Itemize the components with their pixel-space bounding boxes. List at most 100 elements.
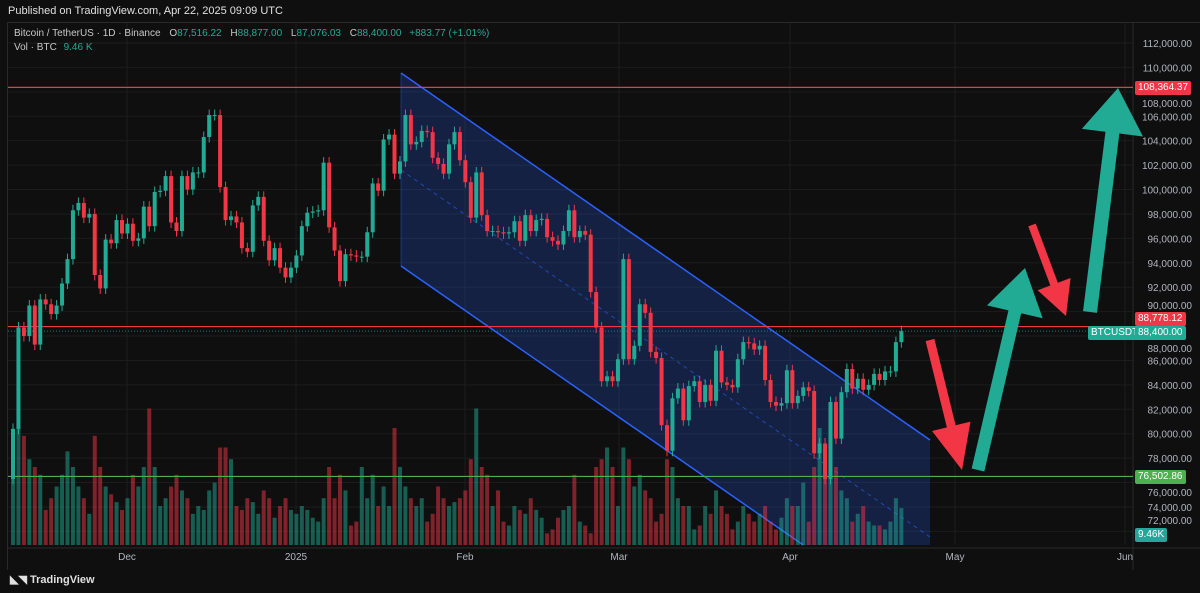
candle bbox=[833, 396, 838, 445]
y-tick-label: 84,000.00 bbox=[1148, 381, 1193, 392]
volume-bar bbox=[452, 502, 457, 545]
low-value: 87,076.03 bbox=[296, 28, 341, 39]
candle bbox=[517, 215, 522, 247]
candle-body bbox=[659, 358, 664, 426]
candle-body bbox=[621, 259, 626, 360]
candle bbox=[610, 370, 615, 387]
x-tick-label: Apr bbox=[782, 552, 798, 563]
volume-bar bbox=[76, 486, 81, 545]
volume-bar bbox=[212, 482, 217, 545]
candle bbox=[109, 234, 114, 249]
candle bbox=[196, 166, 201, 178]
candle bbox=[98, 269, 103, 294]
volume-bar bbox=[136, 486, 141, 545]
candle-body bbox=[190, 172, 195, 190]
candle-body bbox=[316, 210, 321, 212]
volume-bar bbox=[746, 513, 751, 545]
candle-body bbox=[496, 231, 501, 233]
x-tick-label: Dec bbox=[118, 552, 136, 563]
candle bbox=[790, 364, 795, 409]
candle-body bbox=[556, 240, 560, 245]
candle bbox=[583, 225, 588, 241]
volume-bar bbox=[724, 513, 729, 545]
volume-bar bbox=[338, 474, 342, 545]
candle bbox=[844, 363, 849, 398]
candle bbox=[485, 209, 490, 237]
volume-bar bbox=[278, 506, 283, 545]
volume-bar bbox=[381, 486, 386, 545]
candle bbox=[806, 381, 811, 397]
volume-bar bbox=[54, 486, 59, 545]
symbol-title[interactable]: Bitcoin / TetherUS · 1D · Binance bbox=[14, 28, 161, 39]
candle-body bbox=[179, 176, 184, 232]
volume-bar bbox=[305, 509, 310, 545]
candle bbox=[605, 370, 610, 387]
y-tick-label: 102,000.00 bbox=[1142, 161, 1192, 172]
volume-bar bbox=[850, 521, 855, 545]
candle-body bbox=[735, 359, 740, 388]
candle-body bbox=[594, 292, 599, 328]
volume-bar bbox=[256, 513, 261, 545]
candle-body bbox=[403, 115, 408, 162]
candle-body bbox=[833, 401, 838, 439]
candle-body bbox=[779, 403, 784, 406]
candle bbox=[343, 248, 348, 287]
candle-body bbox=[730, 384, 735, 388]
candle-body bbox=[463, 160, 468, 183]
x-tick-label: Mar bbox=[610, 552, 628, 563]
candle-body bbox=[436, 157, 441, 164]
volume-bar bbox=[697, 525, 702, 545]
candle-body bbox=[752, 343, 757, 350]
candle-body bbox=[11, 428, 15, 479]
candle-body bbox=[714, 350, 719, 401]
candle-body bbox=[844, 369, 849, 393]
candle-body bbox=[414, 141, 419, 145]
candle bbox=[76, 197, 81, 216]
candle bbox=[272, 242, 277, 266]
candle-body bbox=[757, 345, 762, 350]
candle-body bbox=[872, 373, 877, 385]
candle-body bbox=[801, 387, 806, 396]
candle bbox=[866, 379, 871, 396]
volume-bar bbox=[223, 447, 228, 545]
candle bbox=[65, 253, 70, 290]
candle bbox=[626, 253, 631, 365]
volume-bar bbox=[703, 506, 708, 545]
x-tick-label: Feb bbox=[456, 552, 474, 563]
candle bbox=[735, 353, 740, 393]
volume-bar bbox=[648, 498, 653, 545]
candle bbox=[692, 375, 697, 392]
volume-bar bbox=[659, 513, 664, 545]
candle bbox=[523, 209, 528, 247]
volume-bar bbox=[283, 498, 288, 545]
y-tick-label: 80,000.00 bbox=[1148, 430, 1193, 441]
y-tick-label: 98,000.00 bbox=[1148, 210, 1193, 221]
candle-body bbox=[828, 401, 833, 479]
volume-bar bbox=[359, 467, 364, 545]
volume-bar bbox=[479, 467, 484, 545]
volume-bar bbox=[425, 521, 430, 545]
candle-body bbox=[92, 213, 97, 275]
candle bbox=[81, 197, 86, 224]
candle-body bbox=[539, 218, 544, 221]
volume-bar bbox=[512, 506, 517, 545]
candle-body bbox=[774, 401, 778, 406]
volume-bar bbox=[888, 521, 893, 545]
candle bbox=[457, 126, 462, 166]
volume-bar bbox=[855, 513, 860, 545]
volume-bar bbox=[588, 533, 593, 545]
volume-bar bbox=[272, 517, 277, 545]
candle bbox=[621, 253, 626, 365]
candle bbox=[359, 251, 364, 263]
candle-body bbox=[229, 216, 233, 221]
candle-body bbox=[278, 248, 283, 268]
candle bbox=[506, 226, 511, 239]
candle-body bbox=[643, 304, 648, 313]
open-value: 87,516.22 bbox=[177, 28, 222, 39]
candle bbox=[594, 286, 599, 333]
candle-body bbox=[545, 218, 550, 238]
volume-bar bbox=[534, 509, 539, 545]
candle bbox=[190, 166, 195, 196]
tradingview-logo[interactable]: ◣◥ TradingView bbox=[10, 574, 95, 587]
